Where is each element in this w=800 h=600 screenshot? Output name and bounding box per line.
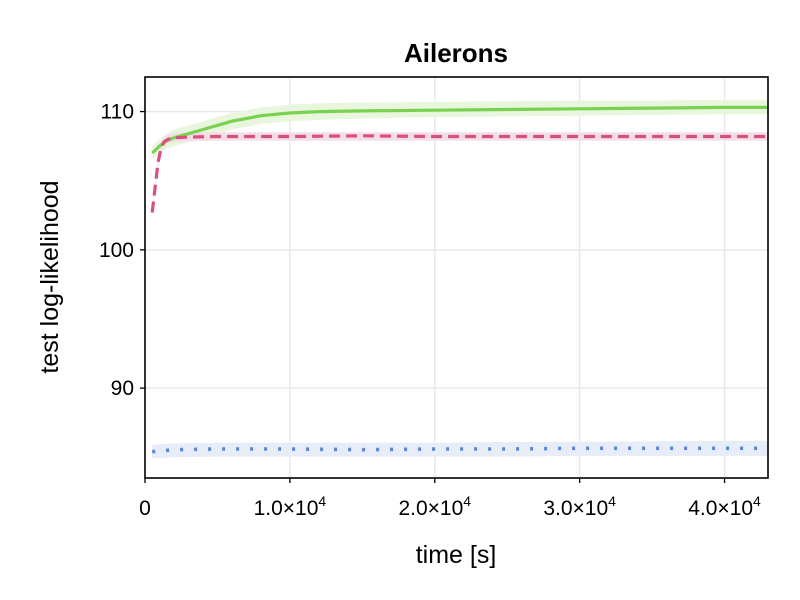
x-tick-label-mantissa: 1.0×10 (254, 497, 319, 520)
y-tick-label: 100 (99, 239, 134, 262)
y-tick-label: 90 (111, 377, 134, 400)
x-tick-label-exponent: 4 (753, 493, 761, 509)
series-1-line (150, 134, 768, 213)
plot-frame (144, 76, 769, 479)
y-axis-label: test log-likelihood (36, 180, 64, 373)
x-tick-label-mantissa: 0 (139, 497, 151, 520)
x-tick-label: 0 (139, 497, 151, 520)
x-tick-label: 3.0×104 (543, 493, 616, 520)
line-layer (150, 105, 768, 454)
x-tick-label: 1.0×104 (254, 493, 327, 520)
chart-title: Ailerons (404, 38, 508, 68)
x-tick-label-mantissa: 2.0×10 (398, 497, 463, 520)
x-tick-label-exponent: 4 (318, 493, 326, 509)
x-axis-label: time [s] (416, 541, 497, 569)
x-tick-label-exponent: 4 (608, 493, 616, 509)
series-2-line (152, 446, 768, 454)
x-tick-label-mantissa: 3.0×10 (543, 497, 608, 520)
plot-area (145, 77, 768, 478)
y-tick-label: 110 (101, 101, 134, 124)
x-tick-label-exponent: 4 (463, 493, 471, 509)
series-1-band (152, 132, 768, 216)
x-tick-label: 4.0×104 (688, 493, 761, 520)
x-tick-label-mantissa: 4.0×10 (688, 497, 753, 520)
x-tick-label: 2.0×104 (398, 493, 471, 520)
series-0-band (152, 99, 768, 160)
